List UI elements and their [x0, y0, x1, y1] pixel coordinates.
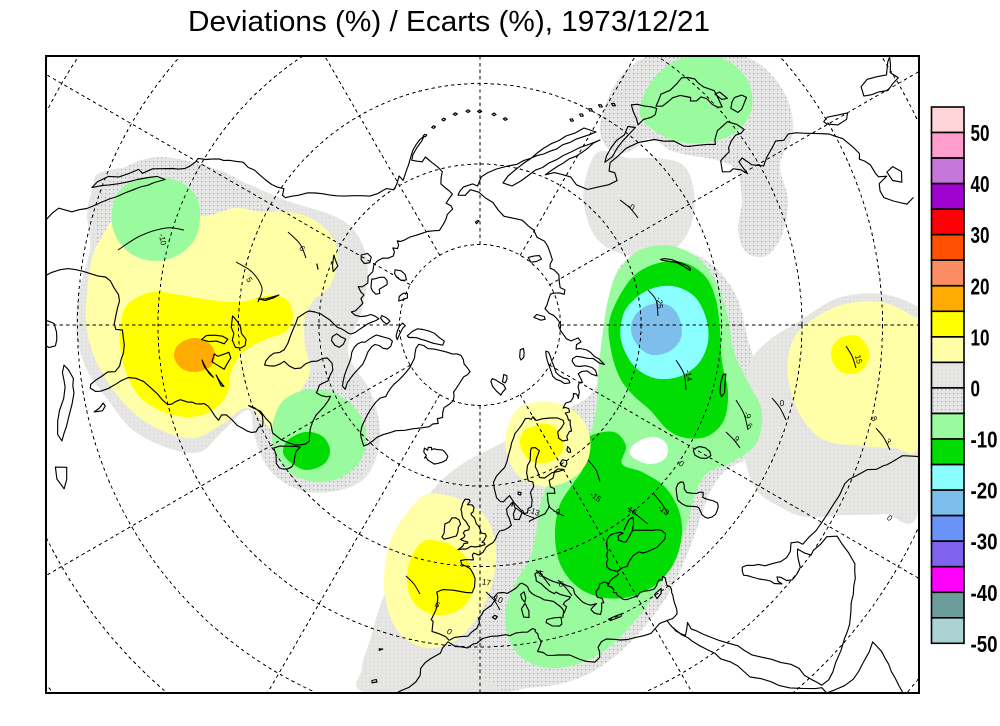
svg-text:-20: -20: [971, 478, 998, 504]
svg-text:9: 9: [732, 434, 742, 444]
svg-text:-9: -9: [742, 410, 753, 420]
svg-text:3: 3: [883, 437, 893, 447]
svg-text:6: 6: [297, 244, 307, 253]
svg-text:20: 20: [971, 273, 990, 299]
svg-text:6: 6: [745, 421, 755, 431]
svg-text:8: 8: [869, 415, 879, 424]
svg-text:0: 0: [677, 459, 686, 469]
svg-text:15: 15: [853, 354, 864, 365]
svg-text:50: 50: [971, 120, 990, 146]
svg-text:-10: -10: [157, 233, 168, 247]
svg-text:-40: -40: [971, 580, 998, 606]
svg-text:-13: -13: [527, 505, 541, 518]
svg-text:0: 0: [885, 513, 895, 523]
svg-text:-5: -5: [535, 568, 545, 579]
svg-text:Deviations (%) / Ecarts (%), 1: Deviations (%) / Ecarts (%), 1973/12/21: [188, 6, 710, 38]
svg-text:10: 10: [971, 324, 990, 350]
svg-text:0: 0: [971, 375, 981, 401]
svg-text:0: 0: [780, 399, 785, 408]
svg-text:-0: -0: [626, 201, 637, 212]
svg-text:-25: -25: [655, 297, 665, 310]
svg-text:-8: -8: [555, 578, 565, 589]
svg-text:-14: -14: [683, 369, 694, 382]
svg-text:-50: -50: [971, 631, 998, 657]
svg-text:0: 0: [445, 627, 454, 637]
svg-text:-30: -30: [971, 529, 998, 555]
svg-text:5: 5: [244, 276, 254, 285]
svg-text:30: 30: [971, 222, 990, 248]
svg-text:-10: -10: [971, 427, 998, 453]
svg-text:6: 6: [433, 600, 442, 610]
svg-text:-9: -9: [552, 506, 562, 517]
svg-text:17: 17: [481, 577, 492, 588]
svg-text:40: 40: [971, 171, 990, 197]
